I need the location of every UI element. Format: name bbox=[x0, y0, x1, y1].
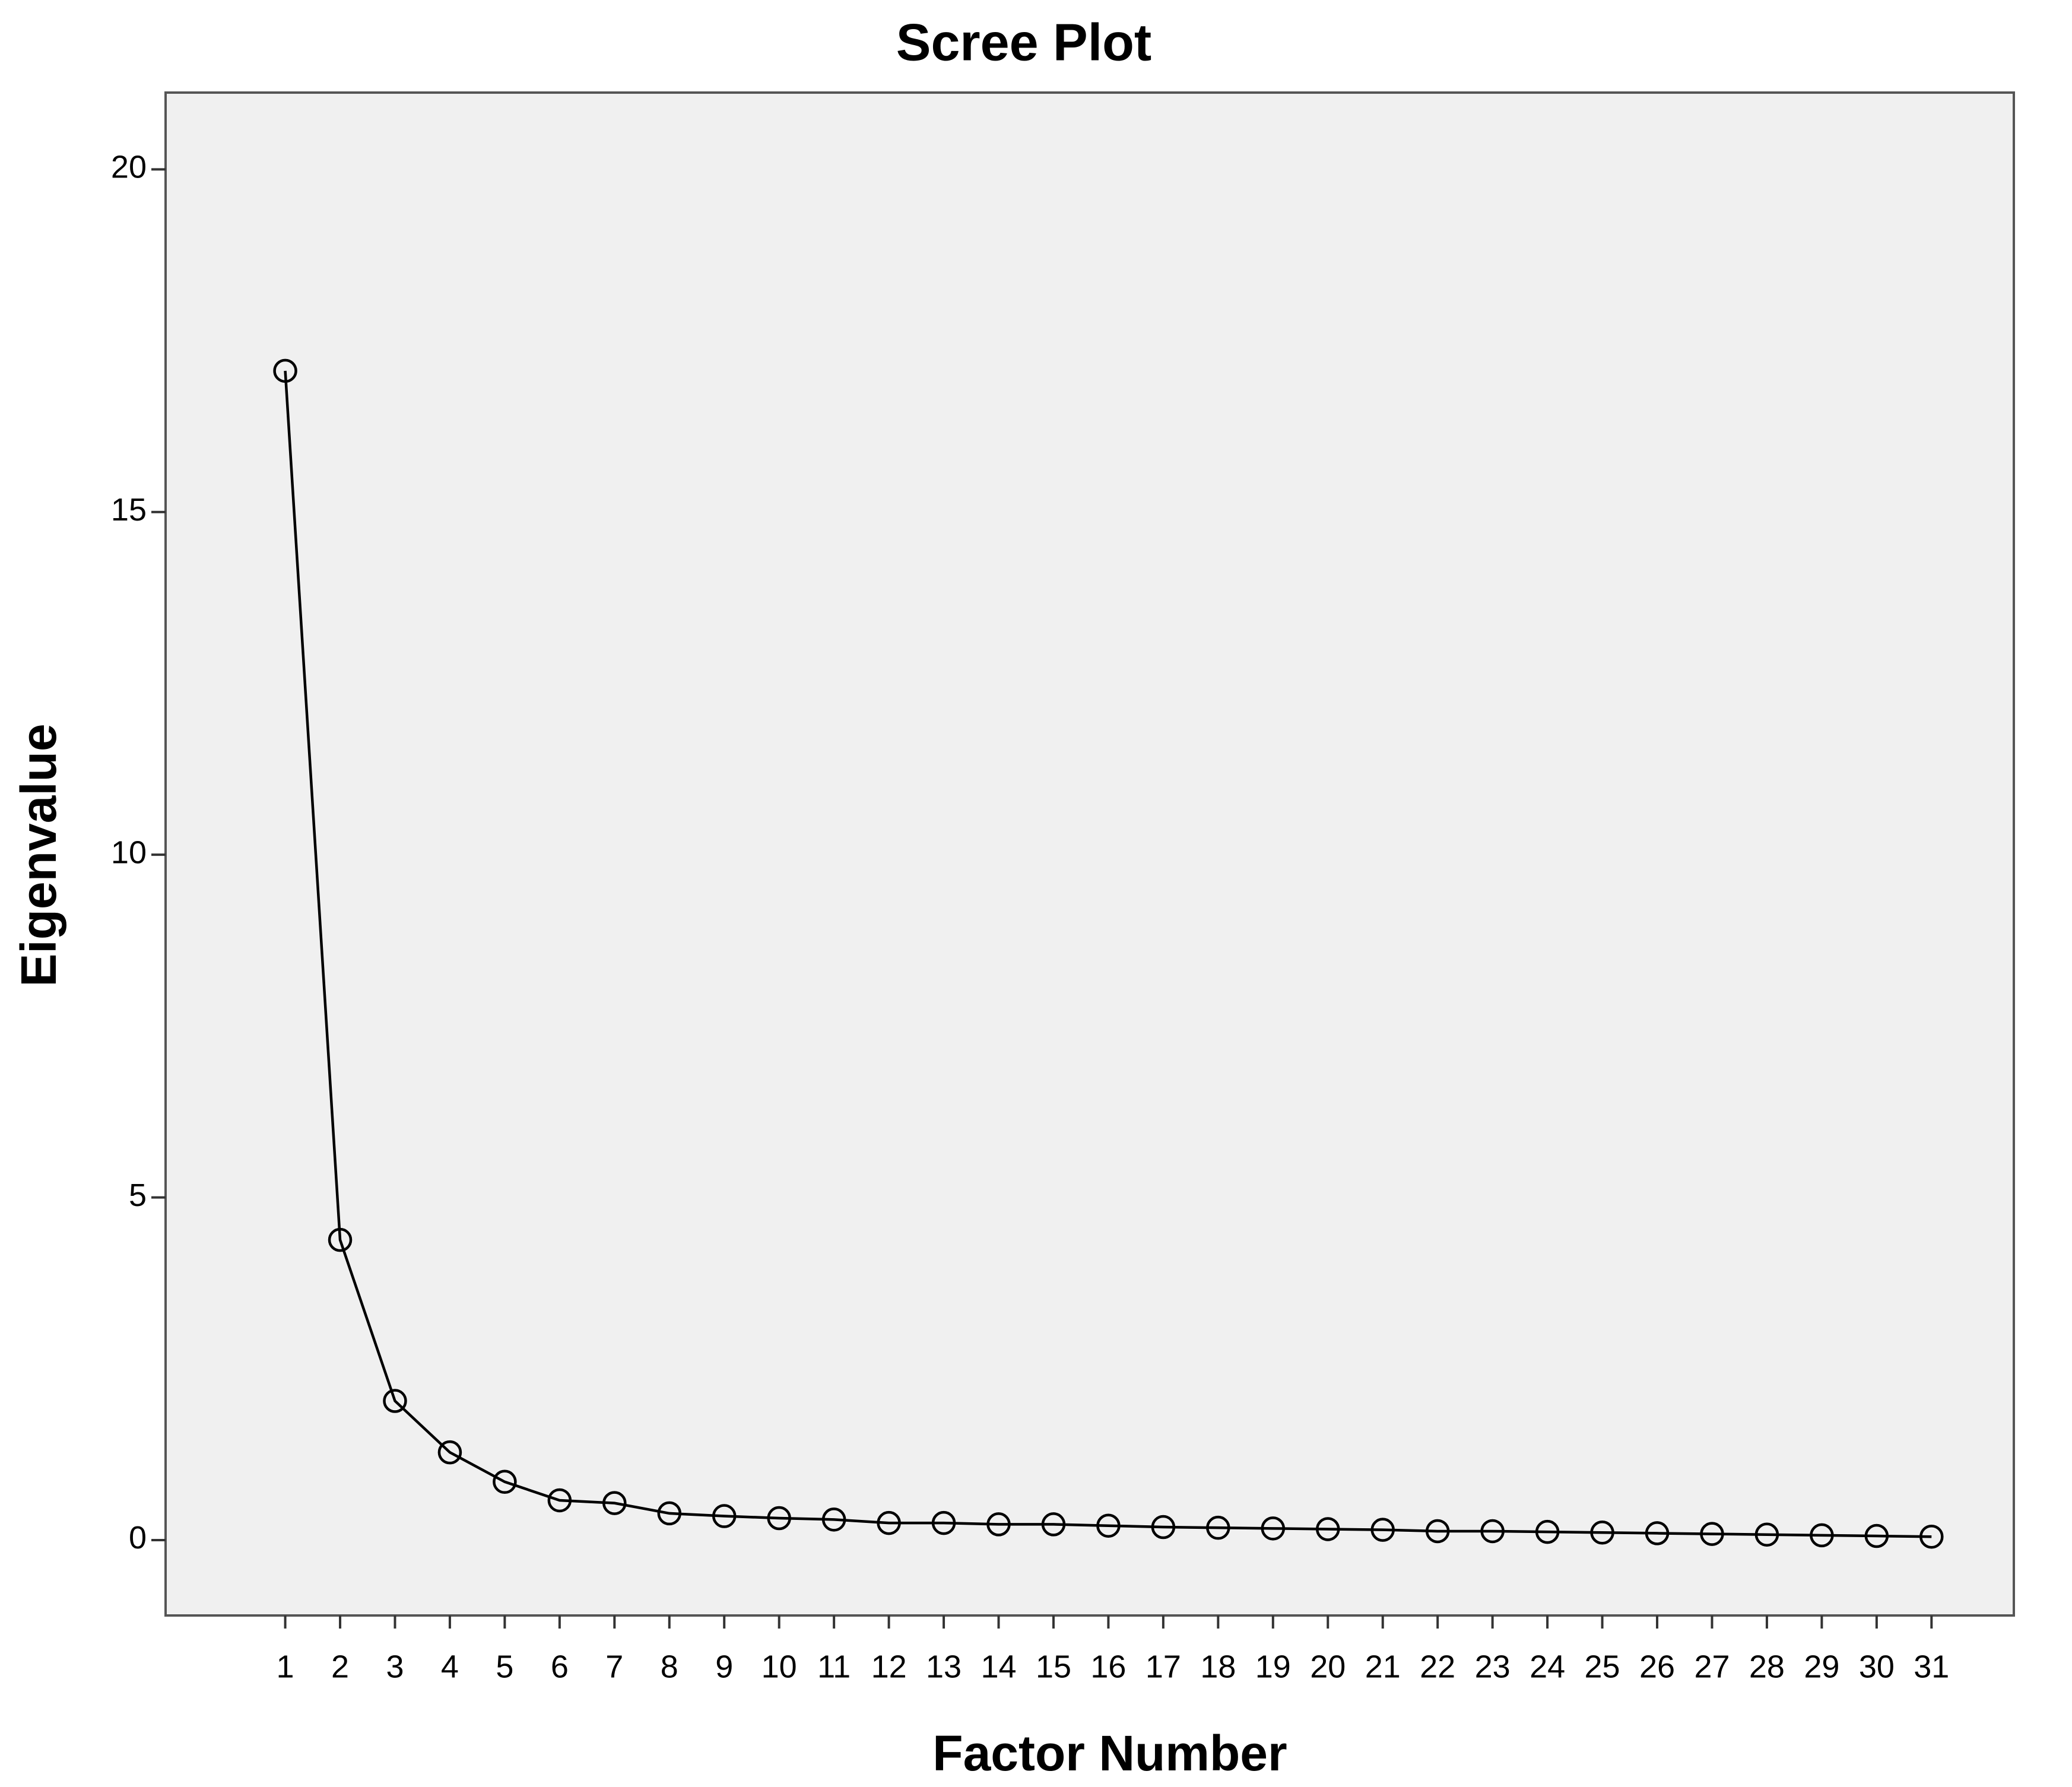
marker bbox=[1096, 1513, 1121, 1538]
marker bbox=[547, 1488, 572, 1513]
x-tick-label: 4 bbox=[441, 1649, 459, 1684]
x-tick-label: 29 bbox=[1804, 1649, 1839, 1684]
marker bbox=[821, 1507, 846, 1532]
marker bbox=[767, 1506, 791, 1531]
marker bbox=[712, 1504, 737, 1528]
x-tick-label: 22 bbox=[1420, 1649, 1455, 1684]
marker bbox=[657, 1501, 682, 1526]
marker bbox=[1480, 1519, 1505, 1544]
x-tick-label: 8 bbox=[661, 1649, 678, 1684]
x-tick-label: 3 bbox=[386, 1649, 404, 1684]
x-tick-label: 25 bbox=[1585, 1649, 1620, 1684]
marker bbox=[493, 1469, 517, 1494]
x-axis-label: Factor Number bbox=[932, 1725, 1287, 1781]
y-axis-label: Eigenvalue bbox=[11, 723, 66, 987]
x-tick-label: 23 bbox=[1475, 1649, 1511, 1684]
marker bbox=[986, 1512, 1011, 1537]
x-tick-label: 27 bbox=[1694, 1649, 1730, 1684]
marker bbox=[1261, 1516, 1286, 1541]
marker bbox=[1370, 1518, 1395, 1542]
x-tick-label: 19 bbox=[1255, 1649, 1291, 1684]
marker bbox=[1864, 1523, 1889, 1548]
x-tick-label: 20 bbox=[1310, 1649, 1346, 1684]
marker bbox=[931, 1510, 956, 1535]
marker bbox=[1700, 1522, 1724, 1546]
x-tick-label: 5 bbox=[496, 1649, 513, 1684]
x-tick-label: 18 bbox=[1200, 1649, 1236, 1684]
plot-area bbox=[164, 91, 2015, 1617]
marker bbox=[602, 1491, 627, 1515]
x-tick-label: 16 bbox=[1090, 1649, 1126, 1684]
y-tick-label: 10 bbox=[111, 834, 147, 870]
x-tick-label: 9 bbox=[715, 1649, 733, 1684]
marker bbox=[1535, 1519, 1560, 1544]
x-tick-label: 2 bbox=[331, 1649, 349, 1684]
y-tick-label: 20 bbox=[111, 150, 147, 185]
x-tick-label: 17 bbox=[1146, 1649, 1181, 1684]
marker bbox=[383, 1389, 407, 1413]
y-tick-label: 5 bbox=[129, 1177, 147, 1213]
x-tick-label: 10 bbox=[761, 1649, 797, 1684]
x-tick-label: 31 bbox=[1914, 1649, 1949, 1684]
x-tick-label: 15 bbox=[1036, 1649, 1071, 1684]
x-tick-label: 30 bbox=[1859, 1649, 1895, 1684]
x-tick-label: 13 bbox=[926, 1649, 962, 1684]
x-tick-label: 24 bbox=[1530, 1649, 1565, 1684]
x-tick-label: 11 bbox=[817, 1649, 851, 1684]
y-tick-label: 0 bbox=[129, 1520, 147, 1556]
marker bbox=[1810, 1523, 1834, 1548]
marker bbox=[1754, 1522, 1779, 1547]
x-tick-label: 1 bbox=[277, 1649, 294, 1684]
x-tick-label: 26 bbox=[1639, 1649, 1675, 1684]
x-tick-label: 14 bbox=[981, 1649, 1016, 1684]
x-tick-label: 7 bbox=[605, 1649, 623, 1684]
marker bbox=[1645, 1521, 1670, 1545]
marker bbox=[1919, 1524, 1944, 1549]
x-tick-label: 6 bbox=[551, 1649, 569, 1684]
marker bbox=[437, 1440, 462, 1465]
marker bbox=[1316, 1517, 1340, 1541]
x-tick-label: 21 bbox=[1365, 1649, 1401, 1684]
marker bbox=[273, 358, 297, 383]
x-tick-label: 12 bbox=[871, 1649, 907, 1684]
marker bbox=[1151, 1515, 1176, 1540]
marker bbox=[328, 1227, 353, 1252]
marker bbox=[877, 1510, 901, 1535]
marker bbox=[1041, 1512, 1066, 1537]
chart-title: Scree Plot bbox=[896, 12, 1151, 71]
marker bbox=[1206, 1515, 1230, 1540]
line bbox=[284, 370, 1932, 1538]
marker bbox=[1425, 1519, 1450, 1544]
x-tick-label: 28 bbox=[1749, 1649, 1785, 1684]
marker bbox=[1590, 1521, 1614, 1545]
y-tick-label: 15 bbox=[111, 492, 147, 528]
